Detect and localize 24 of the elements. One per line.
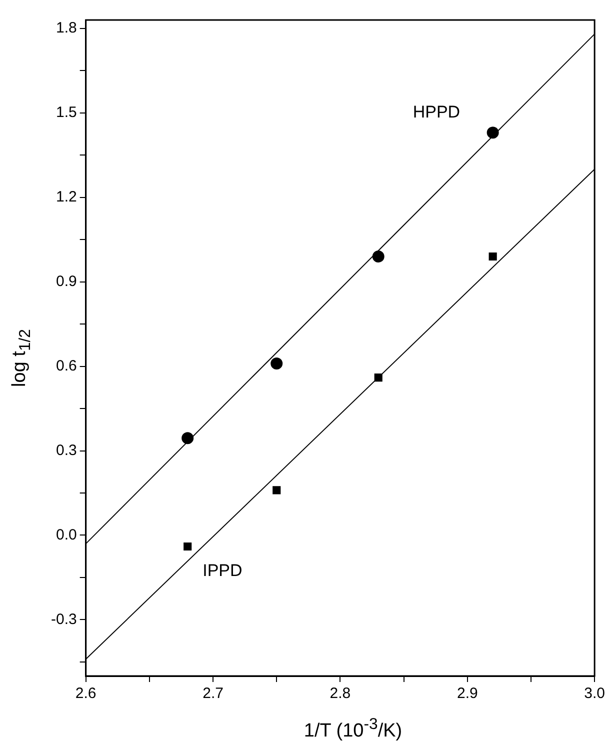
series-label: IPPD [202, 561, 242, 580]
y-tick-label: -0.3 [50, 610, 77, 628]
y-tick-label: 1.8 [56, 20, 77, 37]
point [374, 374, 382, 382]
x-tick-label: 2.9 [456, 685, 478, 702]
x-tick-label: 2.7 [202, 685, 224, 702]
y-tick-label: 0.9 [56, 272, 77, 290]
y-tick-label: 0.6 [56, 357, 77, 374]
x-tick-label: 3.0 [584, 685, 606, 702]
y-tick-label: 0.3 [56, 442, 77, 459]
y-tick-label: 1.5 [56, 104, 77, 122]
point [182, 432, 194, 444]
point [270, 357, 283, 370]
point [272, 486, 281, 494]
point [488, 252, 497, 261]
x-tick-label: 2.8 [330, 685, 351, 702]
x-tick-label: 2.6 [75, 685, 96, 702]
y-tick-label: 0.0 [56, 526, 77, 544]
series-label: HPPD [412, 102, 460, 122]
point [184, 542, 192, 551]
point [486, 126, 499, 139]
y-tick-label: 1.2 [56, 188, 77, 206]
point [372, 250, 384, 262]
x-axis-title: 1/T (10$^{-3}$/K) [302, 716, 404, 742]
